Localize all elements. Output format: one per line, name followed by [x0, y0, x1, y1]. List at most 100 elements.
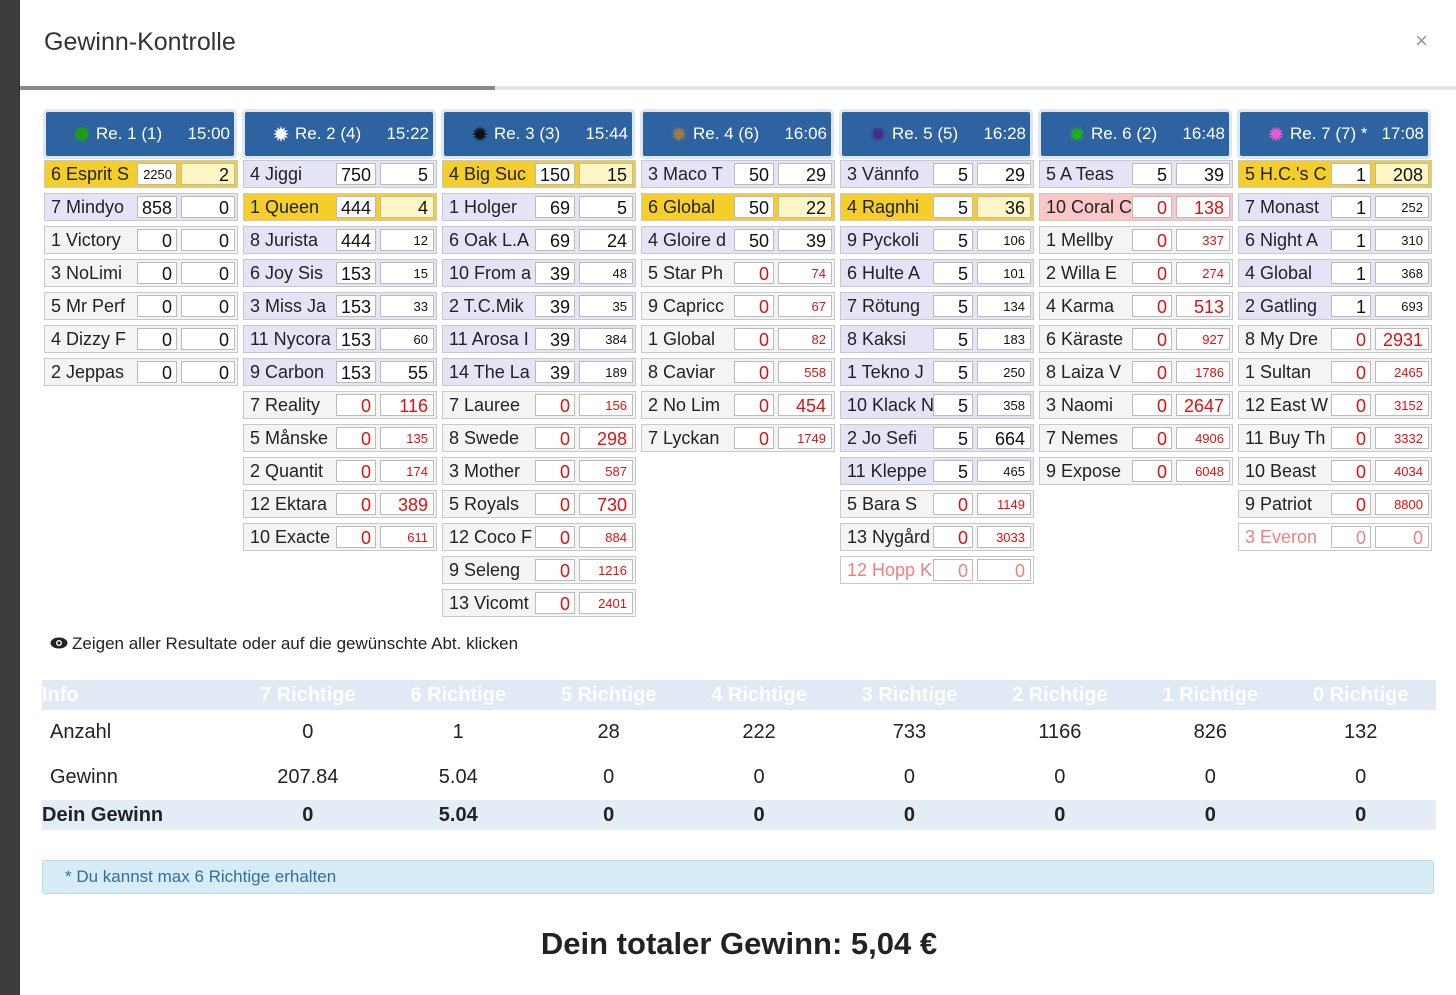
- horse-row[interactable]: 6 Joy Sis 153 15: [243, 259, 437, 287]
- horse-row[interactable]: 3 Everon 0 0: [1238, 523, 1432, 551]
- horse-row[interactable]: 1 Tekno J 5 250: [840, 358, 1034, 386]
- race-header-7[interactable]: Re. 7 (7) * 17:08: [1240, 112, 1428, 156]
- race-header-1[interactable]: Re. 1 (1) 15:00: [46, 112, 234, 156]
- horse-row[interactable]: 9 Pyckoli 5 106: [840, 226, 1034, 254]
- horse-value-b: 587: [579, 460, 633, 482]
- horse-row[interactable]: 6 Esprit S 2250 2: [44, 160, 238, 188]
- horse-row[interactable]: 10 Exacte 0 611: [243, 523, 437, 551]
- horse-row[interactable]: 5 Bara S 0 1149: [840, 490, 1034, 518]
- horse-row[interactable]: 10 From a 39 48: [442, 259, 636, 287]
- horse-row[interactable]: 4 Big Suc 150 15: [442, 160, 636, 188]
- race-header-3[interactable]: Re. 3 (3) 15:44: [444, 112, 632, 156]
- horse-row[interactable]: 2 Jo Sefi 5 664: [840, 424, 1034, 452]
- horse-row[interactable]: 1 Sultan 0 2465: [1238, 358, 1432, 386]
- horse-value-a: 0: [137, 229, 177, 251]
- horse-row[interactable]: 10 Klack N 5 358: [840, 391, 1034, 419]
- horse-row[interactable]: 5 Royals 0 730: [442, 490, 636, 518]
- horse-row[interactable]: 2 T.C.Mik 39 35: [442, 292, 636, 320]
- show-all-hint[interactable]: Zeigen aller Resultate oder auf die gewü…: [50, 634, 518, 654]
- horse-row[interactable]: 8 Jurista 444 12: [243, 226, 437, 254]
- horse-row[interactable]: 2 Quantit 0 174: [243, 457, 437, 485]
- horse-row[interactable]: 1 Global 0 82: [641, 325, 835, 353]
- horse-row[interactable]: 4 Ragnhi 5 36: [840, 193, 1034, 221]
- horse-row[interactable]: 8 Swede 0 298: [442, 424, 636, 452]
- horse-name: 9 Carbon: [250, 362, 325, 382]
- horse-row[interactable]: 4 Jiggi 750 5: [243, 160, 437, 188]
- horse-row[interactable]: 10 Beast 0 4034: [1238, 457, 1432, 485]
- race-header-2[interactable]: Re. 2 (4) 15:22: [245, 112, 433, 156]
- horse-row[interactable]: 12 Coco F 0 884: [442, 523, 636, 551]
- horse-row[interactable]: 4 Karma 0 513: [1039, 292, 1233, 320]
- horse-row[interactable]: 5 H.C.'s C 1 208: [1238, 160, 1432, 188]
- horse-row[interactable]: 1 Mellby 0 337: [1039, 226, 1233, 254]
- close-icon[interactable]: ×: [1415, 28, 1428, 53]
- horse-row[interactable]: 5 A Teas 5 39: [1039, 160, 1233, 188]
- horse-name: 3 Mother: [449, 461, 521, 481]
- horse-row[interactable]: 5 Star Ph 0 74: [641, 259, 835, 287]
- horse-row[interactable]: 3 Vännfo 5 29: [840, 160, 1034, 188]
- horse-row[interactable]: 12 East W 0 3152: [1238, 391, 1432, 419]
- horse-row[interactable]: 3 Maco T 50 29: [641, 160, 835, 188]
- horse-row[interactable]: 3 Naomi 0 2647: [1039, 391, 1233, 419]
- horse-row[interactable]: 9 Seleng 0 1216: [442, 556, 636, 584]
- horse-row[interactable]: 1 Queen 444 4: [243, 193, 437, 221]
- horse-row[interactable]: 8 Kaksi 5 183: [840, 325, 1034, 353]
- horse-row[interactable]: 2 No Lim 0 454: [641, 391, 835, 419]
- horse-row[interactable]: 7 Nemes 0 4906: [1039, 424, 1233, 452]
- race-header-6[interactable]: Re. 6 (2) 16:48: [1041, 112, 1229, 156]
- horse-row[interactable]: 2 Gatling 1 693: [1238, 292, 1432, 320]
- horse-row[interactable]: 6 Hulte A 5 101: [840, 259, 1034, 287]
- horse-row[interactable]: 3 Mother 0 587: [442, 457, 636, 485]
- horse-row[interactable]: 7 Lyckan 0 1749: [641, 424, 835, 452]
- horse-row[interactable]: 5 Månske 0 135: [243, 424, 437, 452]
- horse-row[interactable]: 4 Gloire d 50 39: [641, 226, 835, 254]
- horse-row[interactable]: 4 Global 1 368: [1238, 259, 1432, 287]
- race-header-5[interactable]: Re. 5 (5) 16:28: [842, 112, 1030, 156]
- race-header-4[interactable]: Re. 4 (6) 16:06: [643, 112, 831, 156]
- horse-name: 10 Beast: [1245, 461, 1317, 481]
- horse-row[interactable]: 11 Nycora 153 60: [243, 325, 437, 353]
- horse-value-a: 39: [535, 262, 575, 284]
- horse-row[interactable]: 8 Laiza V 0 1786: [1039, 358, 1233, 386]
- total-winnings: Dein totaler Gewinn: 5,04 €: [540, 926, 938, 961]
- horse-row[interactable]: 8 Caviar 0 558: [641, 358, 835, 386]
- horse-row[interactable]: 5 Mr Perf 0 0: [44, 292, 238, 320]
- horse-row[interactable]: 2 Jeppas 0 0: [44, 358, 238, 386]
- horse-row[interactable]: 6 Global 50 22: [641, 193, 835, 221]
- horse-row[interactable]: 7 Reality 0 116: [243, 391, 437, 419]
- horse-row[interactable]: 11 Buy Th 0 3332: [1238, 424, 1432, 452]
- horse-row[interactable]: 6 Käraste 0 927: [1039, 325, 1233, 353]
- horse-row[interactable]: 7 Lauree 0 156: [442, 391, 636, 419]
- horse-row[interactable]: 7 Mindyo 858 0: [44, 193, 238, 221]
- horse-row[interactable]: 7 Rötung 5 134: [840, 292, 1034, 320]
- horse-row[interactable]: 6 Oak L.A 69 24: [442, 226, 636, 254]
- horse-value-b: 48: [579, 262, 633, 284]
- horse-row[interactable]: 1 Victory 0 0: [44, 226, 238, 254]
- horse-value-a: 0: [1132, 328, 1172, 350]
- horse-name: 7 Rötung: [847, 296, 921, 316]
- horse-row[interactable]: 12 Ektara 0 389: [243, 490, 437, 518]
- horse-row[interactable]: 13 Vicomt 0 2401: [442, 589, 636, 617]
- horse-row[interactable]: 13 Nygård 0 3033: [840, 523, 1034, 551]
- horse-value-b: 0: [181, 196, 235, 218]
- horse-row[interactable]: 14 The La 39 189: [442, 358, 636, 386]
- horse-row[interactable]: 9 Carbon 153 55: [243, 358, 437, 386]
- horse-row[interactable]: 2 Willa E 0 274: [1039, 259, 1233, 287]
- horse-row[interactable]: 11 Kleppe 5 465: [840, 457, 1034, 485]
- horse-row[interactable]: 10 Coral C 0 138: [1039, 193, 1233, 221]
- horse-row[interactable]: 3 Miss Ja 153 33: [243, 292, 437, 320]
- horse-row[interactable]: 3 NoLimi 0 0: [44, 259, 238, 287]
- horse-row[interactable]: 9 Capricc 0 67: [641, 292, 835, 320]
- horse-value-b: 389: [380, 493, 434, 515]
- modal-dialog: Gewinn-Kontrolle × Re. 1 (1) 15:00 6 Espri…: [18, 0, 1456, 995]
- horse-row[interactable]: 1 Holger 69 5: [442, 193, 636, 221]
- horse-row[interactable]: 6 Night A 1 310: [1238, 226, 1432, 254]
- horse-row[interactable]: 9 Expose 0 6048: [1039, 457, 1233, 485]
- horse-row[interactable]: 11 Arosa I 39 384: [442, 325, 636, 353]
- horse-name: 6 Oak L.A: [449, 230, 530, 250]
- horse-row[interactable]: 8 My Dre 0 2931: [1238, 325, 1432, 353]
- horse-row[interactable]: 7 Monast 1 252: [1238, 193, 1432, 221]
- horse-row[interactable]: 9 Patriot 0 8800: [1238, 490, 1432, 518]
